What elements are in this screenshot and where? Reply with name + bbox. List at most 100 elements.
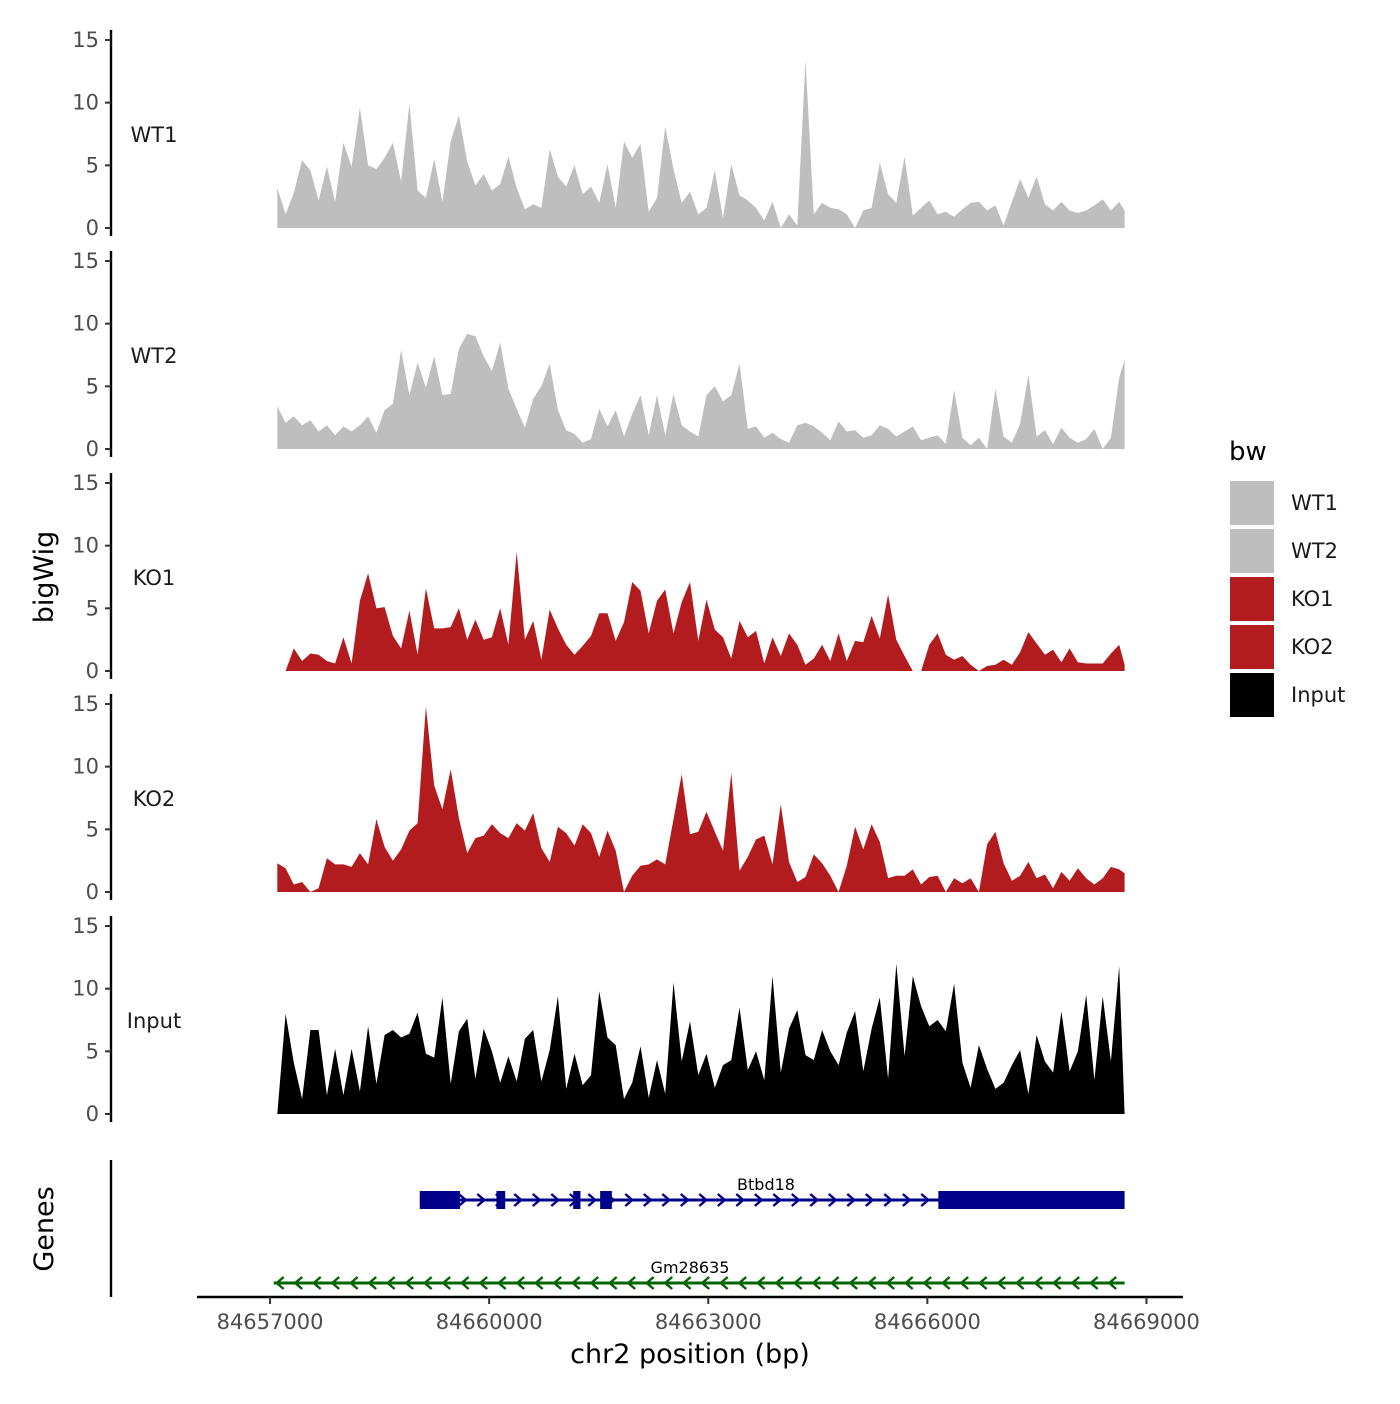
strand-arrow (1014, 1276, 1025, 1290)
strand-arrow (587, 1193, 598, 1207)
strand-arrow (570, 1276, 581, 1290)
strand-arrow (737, 1276, 747, 1290)
coverage-area-input (277, 963, 1125, 1114)
x-tick-label: 84657000 (217, 1310, 324, 1334)
strand-arrow (311, 1276, 322, 1290)
legend-label: KO2 (1291, 635, 1334, 659)
gene-exon (496, 1191, 506, 1209)
strand-arrow (698, 1193, 709, 1207)
gene-exon (419, 1191, 460, 1209)
strand-arrow (774, 1276, 784, 1290)
y-tick-label: 15 (72, 692, 99, 716)
strand-arrow (940, 1276, 951, 1290)
strand-arrow (846, 1193, 857, 1207)
y-tick-label: 15 (72, 914, 99, 938)
strand-arrow (330, 1276, 340, 1290)
strand-arrow (772, 1193, 783, 1207)
strand-arrow (552, 1276, 562, 1290)
strand-arrow (626, 1276, 636, 1290)
y-tick-label: 5 (86, 1039, 99, 1063)
strand-arrow (348, 1276, 359, 1290)
y-tick-label: 10 (72, 977, 99, 1001)
y-tick-label: 0 (86, 437, 99, 461)
legend-key-ko2 (1228, 623, 1276, 671)
track-wt1: 0 5 10 15 WT1 (72, 28, 1125, 240)
strand-arrow (1070, 1276, 1080, 1290)
strand-arrow (996, 1276, 1006, 1290)
y-tick-label: 15 (72, 249, 99, 273)
strand-arrow (293, 1276, 303, 1290)
legend-label: KO1 (1291, 587, 1334, 611)
y-tick-label: 5 (86, 817, 99, 841)
strand-arrow (478, 1276, 488, 1290)
x-tick-label: 84666000 (874, 1310, 981, 1334)
track-input: 0 5 10 15 Input (72, 914, 1125, 1126)
strand-arrow (959, 1276, 969, 1290)
gene-btbd18: Btbd18 (419, 1175, 1125, 1209)
strand-arrow (809, 1193, 820, 1207)
strand-arrow (513, 1193, 524, 1207)
strand-arrow (404, 1276, 414, 1290)
strand-arrow (848, 1276, 858, 1290)
strand-arrow (550, 1193, 561, 1207)
track-label: WT1 (131, 123, 178, 147)
strand-arrow (441, 1276, 451, 1290)
y-tick-label: 10 (72, 755, 99, 779)
y-tick-label: 10 (72, 534, 99, 558)
track-ko2: 0 5 10 15 KO2 (72, 692, 1125, 904)
strand-arrow (459, 1276, 470, 1290)
legend-label: WT1 (1291, 491, 1338, 515)
gene-label: Btbd18 (737, 1175, 795, 1194)
y-tick-label: 15 (72, 28, 99, 52)
y-tick-label: 5 (86, 374, 99, 398)
legend-label: WT2 (1291, 539, 1338, 563)
y-tick-label: 15 (72, 471, 99, 495)
legend-items: WT1 WT2 KO1 KO2 Input (1228, 479, 1345, 719)
strand-arrow (827, 1193, 838, 1207)
strand-arrow (866, 1276, 877, 1290)
legend-key-ko1 (1228, 575, 1276, 623)
y-tick-label: 0 (86, 659, 99, 683)
legend-key-input (1228, 671, 1276, 719)
strand-arrow (792, 1276, 803, 1290)
coverage-area-ko1 (277, 551, 1125, 671)
strand-arrow (753, 1193, 764, 1207)
strand-arrow (920, 1193, 931, 1207)
track-label: KO1 (133, 566, 176, 590)
strand-arrow (790, 1193, 801, 1207)
y-axis-title: bigWig (29, 531, 60, 624)
strand-arrow (716, 1193, 727, 1207)
legend: bw WT1 WT2 KO1 KO2 Input (1228, 437, 1345, 719)
x-tick-label: 84660000 (436, 1310, 543, 1334)
strand-arrow (1107, 1276, 1117, 1290)
strand-arrow (642, 1193, 653, 1207)
y-tick-label: 0 (86, 216, 99, 240)
y-tick-label: 10 (72, 91, 99, 115)
strand-arrow (589, 1276, 599, 1290)
strand-arrow (829, 1276, 840, 1290)
strand-arrow (515, 1276, 525, 1290)
genes-panel: Genes Btbd18 Gm28635 (29, 1160, 1125, 1297)
strand-arrow (755, 1276, 766, 1290)
strand-arrow (1088, 1276, 1099, 1290)
strand-arrow (607, 1276, 618, 1290)
y-tick-label: 5 (86, 596, 99, 620)
strand-arrow (681, 1276, 692, 1290)
strand-arrow (679, 1193, 690, 1207)
y-tick-label: 0 (86, 1102, 99, 1126)
gene-exon (573, 1191, 581, 1209)
y-tick-label: 5 (86, 153, 99, 177)
strand-arrow (903, 1276, 914, 1290)
y-tick-label: 10 (72, 312, 99, 336)
genes-axis-title: Genes (29, 1186, 60, 1271)
legend-key-wt2 (1228, 527, 1276, 575)
strand-arrow (883, 1193, 894, 1207)
gene-label: Gm28635 (651, 1258, 730, 1277)
strand-arrow (885, 1276, 895, 1290)
gene-exon (938, 1191, 1125, 1209)
y-tick-label: 0 (86, 880, 99, 904)
strand-arrow (922, 1276, 932, 1290)
strand-arrow (367, 1276, 377, 1290)
